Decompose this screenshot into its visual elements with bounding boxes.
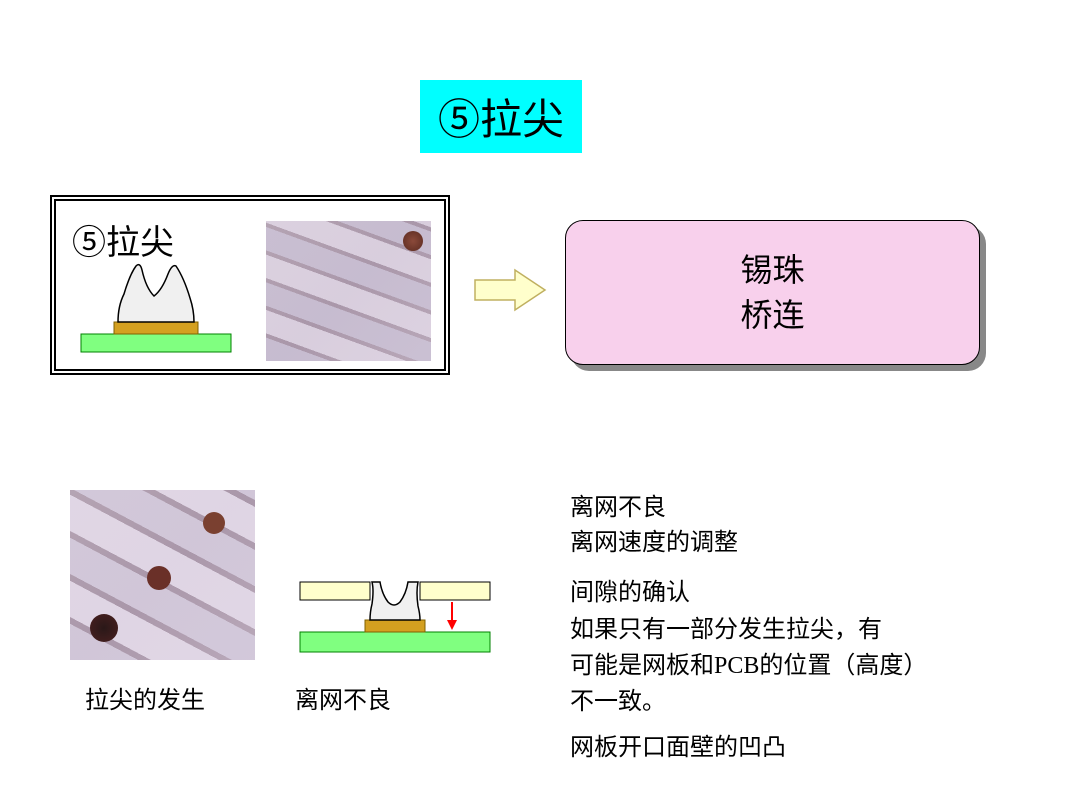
slide-title: ⑤拉尖 <box>420 80 582 153</box>
cause-text-3: 间隙的确认 <box>570 575 690 611</box>
cause-text-2: 离网速度的调整 <box>570 525 738 561</box>
caption-diagram-2: 离网不良 <box>295 680 391 715</box>
solder-peak-diagram-1 <box>76 256 236 361</box>
cause-text-6: 不一致。 <box>570 684 666 720</box>
defect-photo-1 <box>266 221 431 361</box>
result-box: 锡珠 桥连 <box>565 220 980 365</box>
cause-text-1: 离网不良 <box>570 490 666 526</box>
cause-text-4: 如果只有一部分发生拉尖，有 <box>570 612 882 648</box>
stencil-diagram <box>290 560 500 665</box>
defect-photo-2 <box>70 490 255 660</box>
defect-frame: ⑤拉尖 <box>50 195 450 375</box>
result-line-2: 桥连 <box>740 293 804 338</box>
cause-text-7: 网板开口面壁的凹凸 <box>570 730 786 766</box>
cause-text-5: 可能是网板和PCB的位置（高度） <box>570 648 927 684</box>
flow-arrow-icon <box>470 265 550 320</box>
result-line-1: 锡珠 <box>740 248 804 293</box>
caption-photo-2: 拉尖的发生 <box>85 680 205 715</box>
